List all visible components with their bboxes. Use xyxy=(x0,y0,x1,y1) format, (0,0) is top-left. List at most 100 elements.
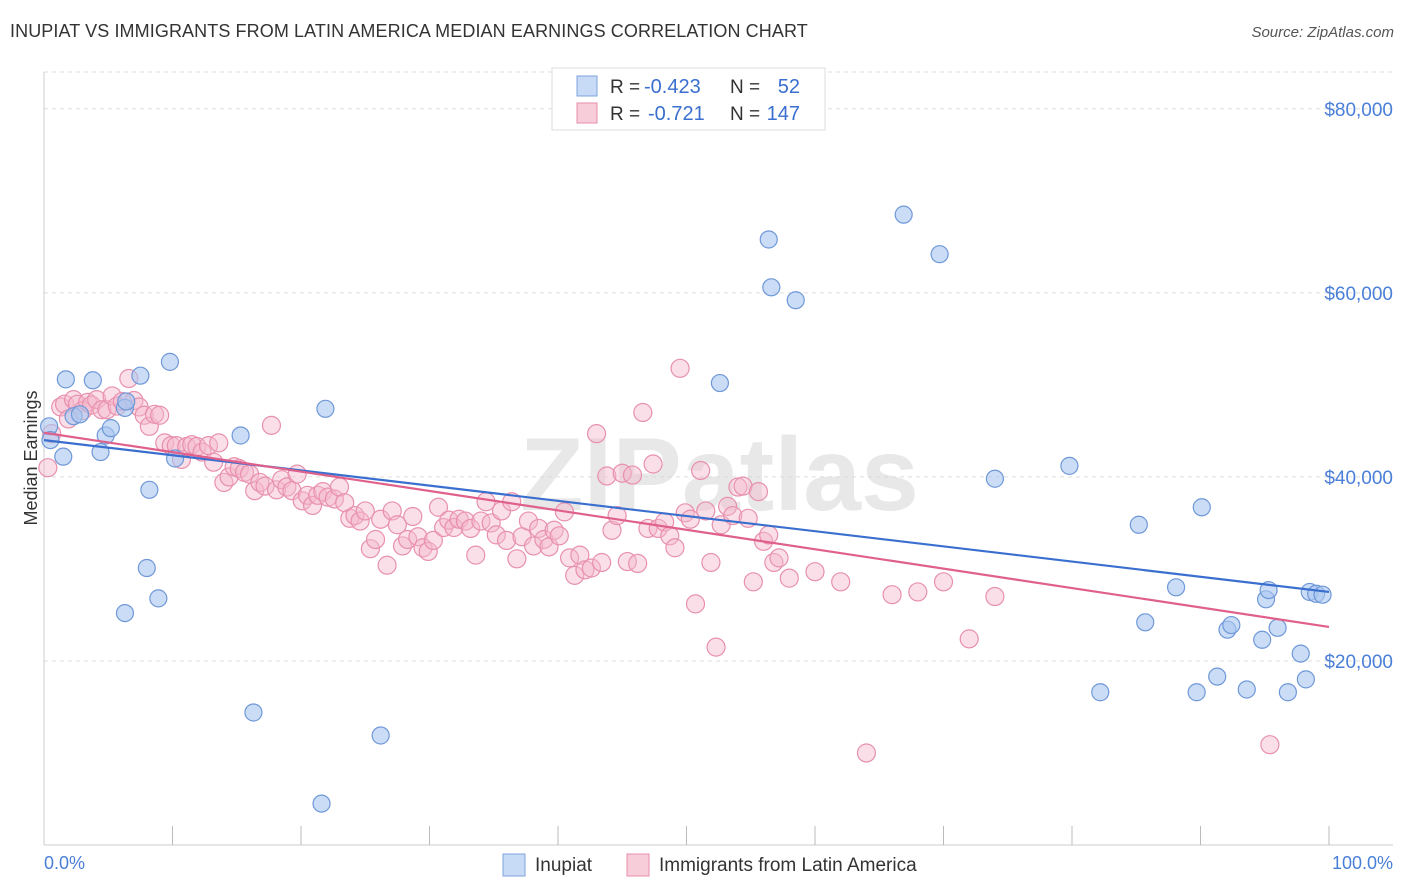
legend-n-value-inupiat: 52 xyxy=(778,76,800,98)
latin-point xyxy=(150,405,170,425)
latin-point xyxy=(856,743,877,763)
inupiat-point xyxy=(131,366,150,385)
trend-lines xyxy=(43,431,1330,628)
inupiat-point xyxy=(117,392,136,411)
legend-r-label-latin: R = xyxy=(610,104,640,125)
inupiat-series xyxy=(40,205,1332,813)
inupiat-point xyxy=(1091,683,1110,702)
latin-point xyxy=(277,477,297,497)
inupiat-point xyxy=(1278,683,1297,702)
latin-point xyxy=(908,582,928,602)
latin-point xyxy=(882,585,902,605)
inupiat-point xyxy=(1060,456,1079,475)
latin-point xyxy=(403,506,423,527)
latin-point xyxy=(387,515,407,535)
inupiat-point xyxy=(985,469,1005,488)
y-tick-label: $40,000 xyxy=(1324,468,1393,489)
inupiat-point xyxy=(759,230,778,249)
latin-point xyxy=(209,433,229,453)
latin-point xyxy=(518,511,539,531)
inupiat-point xyxy=(1208,667,1227,686)
inupiat-point xyxy=(1222,615,1241,635)
latin-point xyxy=(214,472,234,493)
latin-point xyxy=(633,402,653,423)
latin-point xyxy=(592,552,612,573)
inupiat-point xyxy=(101,419,120,438)
inupiat-point xyxy=(244,703,263,722)
latin-point xyxy=(779,568,799,588)
latin-point xyxy=(355,501,375,521)
latin-point xyxy=(287,464,307,484)
latin-point xyxy=(718,496,738,516)
legend-n-label-inupiat: N = xyxy=(730,77,760,98)
inupiat-point xyxy=(54,447,73,466)
latin-point xyxy=(507,549,527,569)
inupiat-point xyxy=(1136,613,1155,632)
inupiat-point xyxy=(149,589,168,608)
inupiat-point xyxy=(316,399,335,418)
inupiat-point xyxy=(70,405,90,424)
latin-point xyxy=(134,405,154,425)
latin-point xyxy=(529,518,549,539)
gridlines xyxy=(44,71,1393,662)
inupiat-point xyxy=(371,726,390,745)
legend: R = -0.423 N = 52 R = -0.721 N = 147 xyxy=(551,67,826,131)
latin-point xyxy=(87,390,107,410)
latin-point xyxy=(691,460,711,481)
latin-point xyxy=(428,497,449,517)
inupiat-point xyxy=(710,373,730,393)
latin-point xyxy=(335,493,355,513)
latin-series xyxy=(38,358,1280,763)
y-tick-label: $20,000 xyxy=(1324,652,1393,673)
bottom-legend: Inupiat Immigrants from Latin America xyxy=(502,853,917,877)
latin-point xyxy=(748,482,769,502)
latin-point xyxy=(423,530,443,551)
x-tick-label-min: 0.0% xyxy=(44,853,85,873)
inupiat-point xyxy=(137,558,156,578)
inupiat-point xyxy=(1296,670,1315,689)
inupiat-point xyxy=(56,370,75,389)
latin-point xyxy=(570,545,590,565)
latin-point xyxy=(602,520,622,540)
latin-point xyxy=(597,466,617,486)
latin-point xyxy=(408,527,428,547)
latin-point xyxy=(670,358,690,378)
latin-point xyxy=(665,538,685,558)
latin-point xyxy=(622,465,643,485)
inupiat-point xyxy=(1192,498,1211,517)
latin-point xyxy=(685,594,706,614)
latin-point xyxy=(413,538,433,558)
y-tick-labels: $20,000 $40,000 $60,000 $80,000 xyxy=(1324,100,1393,673)
latin-point xyxy=(365,529,386,550)
latin-point xyxy=(1260,735,1280,755)
inupiat-point xyxy=(930,245,949,264)
inupiat-point xyxy=(894,205,913,224)
inupiat-point xyxy=(231,426,250,445)
bottom-legend-swatch-latin xyxy=(626,853,650,877)
latin-trend-line xyxy=(43,431,1330,628)
x-tick-label-max: 100.0% xyxy=(1332,853,1393,873)
latin-point xyxy=(743,572,763,592)
legend-r-value-inupiat: -0.423 xyxy=(644,76,701,98)
latin-point xyxy=(805,562,825,582)
latin-point xyxy=(933,572,954,592)
latin-point xyxy=(297,485,318,505)
inupiat-point xyxy=(1268,618,1287,637)
legend-n-value-latin: 147 xyxy=(767,103,800,125)
latin-point xyxy=(706,637,726,657)
latin-point xyxy=(497,530,517,551)
latin-point xyxy=(769,548,789,568)
latin-point xyxy=(345,505,365,526)
chart-title: INUPIAT VS IMMIGRANTS FROM LATIN AMERICA… xyxy=(10,21,808,41)
inupiat-point xyxy=(115,603,135,623)
bottom-legend-label-inupiat: Inupiat xyxy=(535,855,593,876)
latin-point xyxy=(261,415,282,435)
latin-point xyxy=(92,400,112,420)
latin-point xyxy=(486,525,506,545)
latin-point xyxy=(360,539,380,559)
x-ticks xyxy=(172,826,1330,845)
latin-point xyxy=(377,555,397,575)
latin-point xyxy=(461,518,481,539)
legend-swatch-latin xyxy=(576,102,598,124)
latin-point xyxy=(701,552,721,573)
